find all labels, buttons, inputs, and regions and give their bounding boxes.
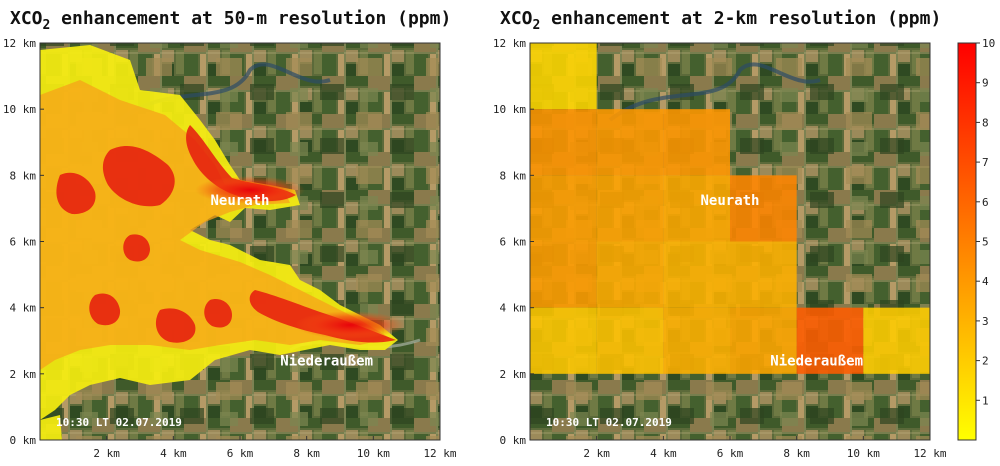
grid-cell [863, 307, 930, 374]
grid-cell [530, 307, 597, 374]
y-tick-label: 12 km [3, 37, 36, 50]
grid-cell [596, 307, 664, 374]
y-tick-label: 4 km [500, 302, 527, 315]
neurath-label-right: Neurath [700, 193, 759, 209]
grid-cell [596, 175, 664, 242]
grid-cell [796, 307, 864, 374]
grid-cell [730, 241, 797, 308]
niederaussem-label-left: Niederaußem [280, 354, 373, 370]
grid-cell [596, 241, 664, 308]
x-tick-label: 2 km [93, 447, 120, 460]
grid-cell [530, 241, 597, 308]
colorbar-tick-label: 5 [982, 236, 989, 249]
y-tick-label: 10 km [3, 103, 36, 116]
left-y-ticks: 0 km 2 km 4 km 6 km 8 km 10 km 12 km [3, 37, 44, 447]
y-tick-label: 12 km [493, 37, 526, 50]
x-tick-label: 10 km [847, 447, 880, 460]
niederaussem-label-right: Niederaußem [770, 354, 863, 370]
colorbar [957, 42, 977, 441]
grid-cell [663, 109, 730, 176]
x-tick-label: 12 km [913, 447, 946, 460]
y-tick-label: 6 km [10, 236, 37, 249]
left-title: XCO2 enhancement at 50-m resolution (ppm… [10, 8, 451, 33]
grid-cell [530, 109, 597, 176]
grid-cell [530, 175, 597, 242]
grid-cell [730, 175, 797, 242]
colorbar-ticks: 1 2 3 4 5 6 7 8 9 10 [976, 37, 995, 407]
right-timestamp: 10:30 LT 02.07.2019 [546, 416, 672, 429]
left-timestamp: 10:30 LT 02.07.2019 [56, 416, 182, 429]
x-tick-label: 4 km [160, 447, 187, 460]
colorbar-tick-label: 7 [982, 156, 989, 169]
x-tick-label: 6 km [227, 447, 254, 460]
y-tick-label: 4 km [10, 302, 37, 315]
colorbar-tick-label: 10 [982, 37, 995, 50]
right-grid-cells [530, 43, 930, 374]
y-tick-label: 2 km [500, 368, 527, 381]
colorbar-tick-label: 6 [982, 196, 989, 209]
x-tick-label: 8 km [293, 447, 320, 460]
y-tick-label: 8 km [10, 169, 37, 182]
y-tick-label: 2 km [10, 368, 37, 381]
x-tick-label: 8 km [783, 447, 810, 460]
colorbar-tick-label: 4 [982, 275, 989, 288]
colorbar-tick-label: 9 [982, 77, 989, 90]
y-tick-label: 8 km [500, 169, 527, 182]
left-x-ticks: 2 km 4 km 6 km 8 km 10 km 12 km [93, 436, 457, 460]
right-y-ticks: 0 km 2 km 4 km 6 km 8 km 10 km 12 km [493, 37, 534, 447]
x-tick-label: 6 km [717, 447, 744, 460]
colorbar-tick-label: 8 [982, 116, 989, 129]
y-tick-label: 10 km [493, 103, 526, 116]
left-map [40, 43, 440, 440]
x-tick-label: 12 km [423, 447, 456, 460]
y-tick-label: 0 km [500, 434, 527, 447]
grid-cell [730, 307, 797, 374]
x-tick-label: 4 km [650, 447, 677, 460]
neurath-label-left: Neurath [210, 193, 269, 209]
grid-cell [596, 109, 664, 176]
right-river [608, 62, 821, 122]
right-map [530, 43, 930, 440]
right-title: XCO2 enhancement at 2-km resolution (ppm… [500, 8, 941, 33]
grid-cell [663, 307, 730, 374]
x-tick-label: 2 km [583, 447, 610, 460]
grid-cell [530, 43, 597, 110]
colorbar-tick-label: 1 [982, 394, 989, 407]
y-tick-label: 6 km [500, 236, 527, 249]
grid-cell [663, 241, 730, 308]
colorbar-tick-label: 3 [982, 315, 989, 328]
y-tick-label: 0 km [10, 434, 37, 447]
right-x-ticks: 2 km 4 km 6 km 8 km 10 km 12 km [583, 436, 947, 460]
colorbar-tick-label: 2 [982, 355, 989, 368]
x-tick-label: 10 km [357, 447, 390, 460]
grid-cell [663, 175, 730, 242]
